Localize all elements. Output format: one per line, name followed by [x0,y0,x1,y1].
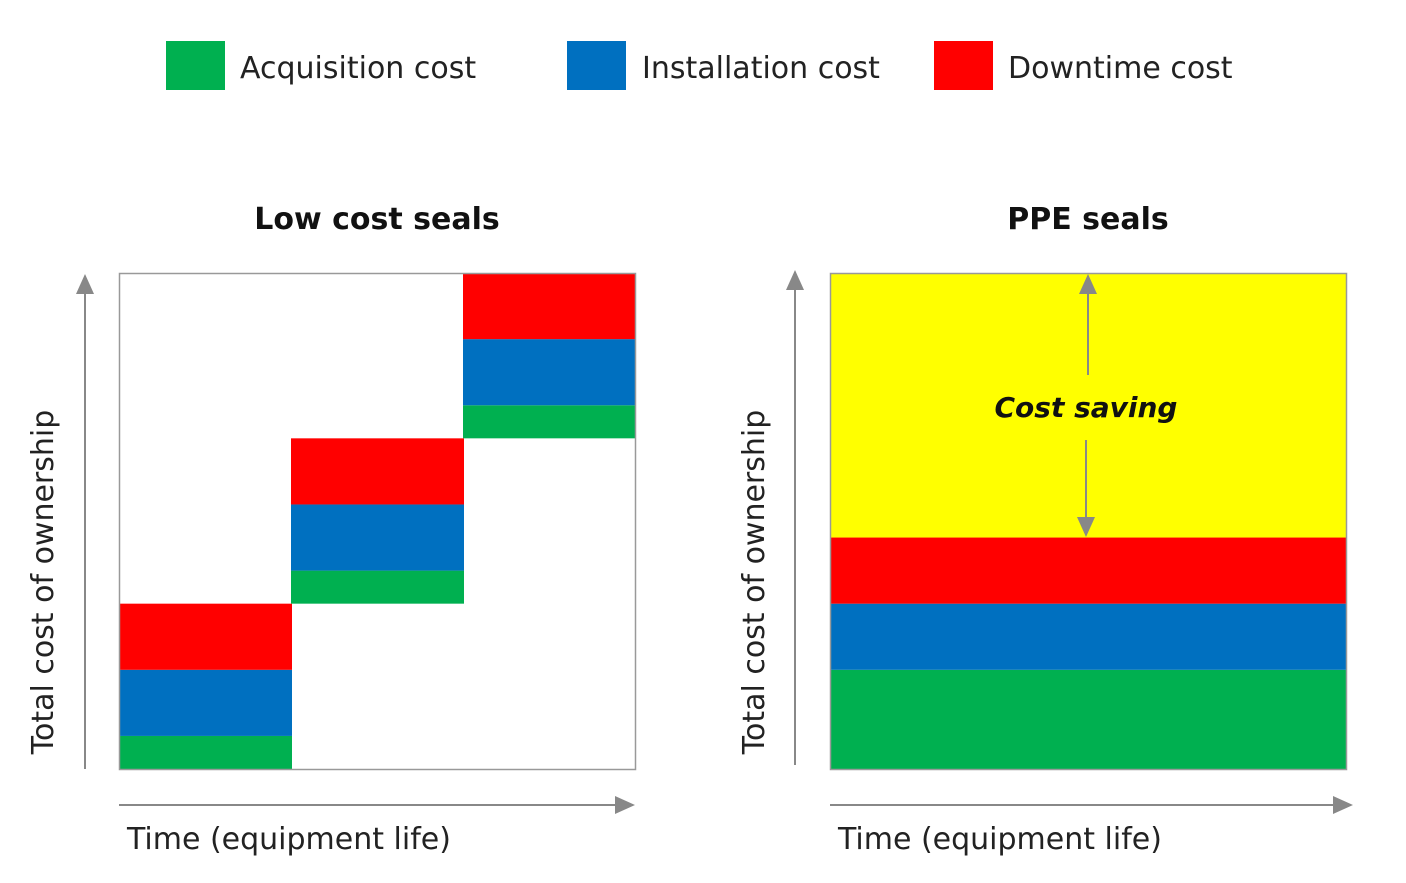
bar-acquisition-cost [830,669,1346,769]
right-chart-title: PPE seals [1007,202,1169,237]
left-plot-bars [119,273,635,769]
bar-downtime-cost [830,537,1346,604]
bar-acquisition-cost-1 [119,735,292,769]
legend-swatch-acquisition [166,41,225,90]
bar-downtime-cost-1 [119,603,292,670]
legend-swatch-downtime [934,41,993,90]
legend-swatch-installation [567,41,626,90]
bar-acquisition-cost-3 [463,405,635,439]
left-y-axis-label: Total cost of ownership [26,410,61,756]
legend: Acquisition cost Installation cost Downt… [166,41,1233,90]
right-y-axis-label: Total cost of ownership [737,410,772,756]
right-x-axis-label: Time (equipment life) [837,822,1162,857]
bar-installation-cost-2 [291,504,464,571]
bar-installation-cost-3 [463,339,635,406]
left-plot-frame [118,272,637,771]
bar-acquisition-cost-2 [291,570,464,604]
cost-saving-label: Cost saving [995,391,1178,424]
bar-downtime-cost-3 [463,273,635,340]
right-plot-frame [829,272,1348,771]
left-chart-title: Low cost seals [254,202,500,237]
legend-label-downtime: Downtime cost [1008,51,1233,86]
bar-downtime-cost-2 [291,438,464,505]
bar-installation-cost-1 [119,669,292,736]
legend-label-acquisition: Acquisition cost [240,51,476,86]
left-x-axis-label: Time (equipment life) [126,822,451,857]
legend-label-installation: Installation cost [642,51,880,86]
bar-installation-cost [830,603,1346,670]
